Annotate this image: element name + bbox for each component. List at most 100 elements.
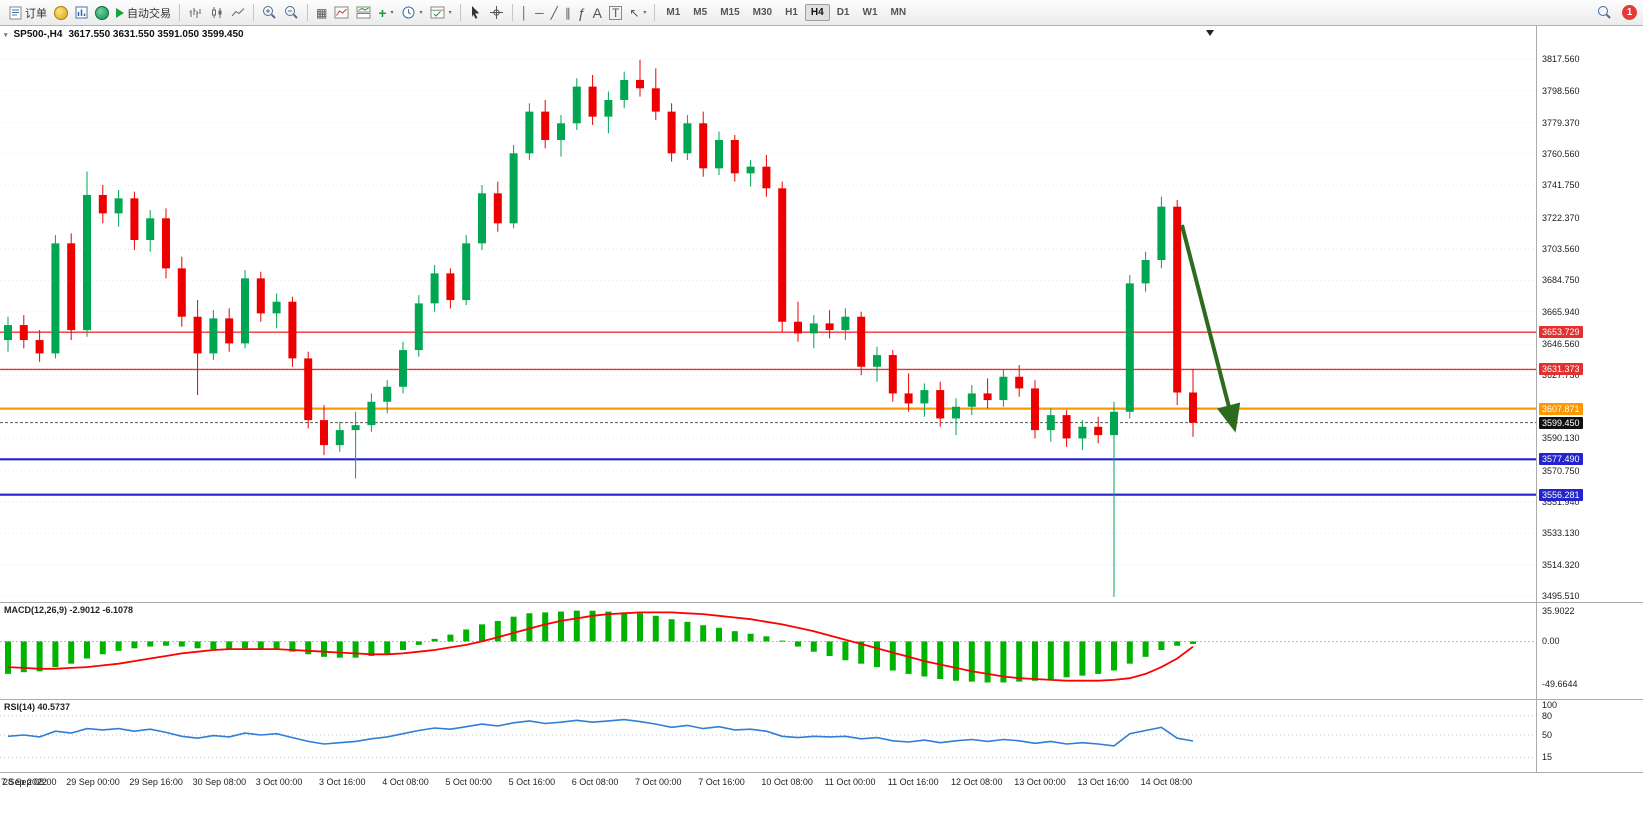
time-axis-label: 7 Oct 16:00 (698, 777, 745, 787)
search-icon (1598, 6, 1611, 19)
properties-icon (430, 6, 445, 19)
clock-icon (402, 6, 415, 19)
indicator-icon (334, 6, 349, 19)
add-indicator-dropdown[interactable]: + ▾ (375, 3, 396, 23)
time-axis-label: 29 Sep 16:00 (129, 777, 183, 787)
price-tick-label: 3646.560 (1542, 339, 1580, 350)
text-label-icon: T (608, 5, 623, 20)
zoom-out-button[interactable] (281, 3, 302, 23)
candlestick-chart-button[interactable] (207, 3, 227, 23)
timeframe-m30[interactable]: M30 (752, 7, 773, 18)
deposit-button[interactable] (51, 3, 71, 23)
chevron-down-icon: ▾ (419, 10, 423, 16)
grid-icon: ▦ (316, 5, 328, 20)
blue-bars-icon (75, 6, 88, 19)
horizontal-line-tool[interactable]: ─ (532, 3, 547, 23)
text-tool[interactable]: A (590, 3, 605, 23)
candlestick-chart[interactable] (0, 26, 1536, 602)
rsi-axis[interactable]: 100 80 50 15 (1536, 700, 1642, 772)
indicator-window-button[interactable] (353, 3, 374, 23)
fibonacci-tool[interactable]: ƒ (575, 3, 589, 23)
time-axis-label: 14 Oct 08:00 (1140, 777, 1193, 787)
price-line-label: 3577.490 (1539, 453, 1583, 466)
time-axis-label: 7 Sep 2022 (1, 777, 48, 787)
price-line-label: 3653.729 (1539, 326, 1583, 339)
macd-tick-label: 0.00 (1542, 636, 1560, 647)
scroll-anchor-marker[interactable] (1206, 30, 1214, 36)
community-button[interactable] (92, 3, 112, 23)
cursor-tool-button[interactable] (466, 3, 485, 23)
line-chart-icon (231, 8, 245, 17)
plus-icon: + (378, 4, 387, 21)
trendline-tool[interactable]: ╱ (548, 3, 561, 23)
time-axis-label: 12 Oct 08:00 (951, 777, 1003, 787)
zoom-out-icon (285, 6, 298, 19)
vertical-line-icon: │ (520, 5, 529, 20)
macd-plot[interactable]: MACD(12,26,9) -2.9012 -6.1078 (0, 603, 1536, 699)
new-order-button[interactable]: 订单 (6, 3, 50, 23)
green-globe-icon (95, 5, 109, 20)
timeframe-m5[interactable]: M5 (693, 7, 708, 18)
line-chart-button[interactable] (228, 3, 248, 23)
autotrading-label: 自动交易 (127, 7, 171, 20)
notification-badge[interactable]: 1 (1622, 5, 1637, 20)
price-axis[interactable]: 3817.560 3798.560 3779.370 3760.560 3741.750… (1536, 26, 1642, 602)
grid-toggle-button[interactable]: ▦ (313, 3, 330, 23)
channel-tool[interactable]: ∥ (562, 3, 574, 23)
time-axis-label: 5 Oct 00:00 (445, 777, 492, 787)
time-axis-label: 3 Oct 16:00 (319, 777, 366, 787)
timeframe-mn[interactable]: MN (890, 7, 907, 18)
zoom-in-button[interactable] (259, 3, 280, 23)
time-axis-label: 6 Oct 08:00 (571, 777, 619, 787)
chart-title: ▾ SP500-,H4 3617.550 3631.550 3591.050 3… (4, 29, 244, 40)
price-tick-label: 3703.560 (1542, 244, 1580, 255)
rsi-line-chart[interactable] (0, 700, 1536, 772)
toolbar-separator (511, 4, 513, 21)
indicator-window-icon (356, 6, 371, 19)
order-button-label: 订单 (25, 7, 47, 20)
timeframe-h1[interactable]: H1 (785, 7, 798, 18)
toolbar-separator (654, 4, 656, 21)
timeframe-h4[interactable]: H4 (804, 4, 830, 21)
main-chart-row: ▾ SP500-,H4 3617.550 3631.550 3591.050 3… (0, 26, 1643, 603)
search-button[interactable] (1594, 3, 1615, 23)
macd-axis[interactable]: 35.9022 0.00 -49.6644 (1536, 603, 1642, 699)
arrows-tool-dropdown[interactable]: ↖ ▾ (626, 3, 649, 23)
text-label-tool[interactable]: T (606, 3, 625, 23)
trendline-icon: ╱ (550, 5, 558, 20)
timeframe-w1[interactable]: W1 (862, 7, 878, 18)
chart-properties-dropdown[interactable]: ▾ (427, 3, 455, 23)
period-dropdown[interactable]: ▾ (398, 3, 426, 23)
price-tick-label: 3760.560 (1542, 149, 1580, 160)
crosshair-tool-button[interactable] (486, 3, 507, 23)
main-chart-plot[interactable]: ▾ SP500-,H4 3617.550 3631.550 3591.050 3… (0, 26, 1536, 602)
zoom-in-icon (263, 6, 276, 19)
chevron-down-icon: ▾ (448, 10, 452, 16)
price-line-label: 3607.871 (1539, 402, 1583, 415)
price-tick-label: 3570.750 (1542, 465, 1580, 476)
timeframe-m15[interactable]: M15 (720, 7, 740, 18)
price-tick-label: 3741.750 (1542, 180, 1580, 191)
rsi-label: RSI(14) 40.5737 (4, 702, 71, 712)
macd-histogram[interactable] (0, 603, 1536, 699)
vertical-line-tool[interactable]: │ (518, 3, 532, 23)
rsi-plot[interactable]: RSI(14) 40.5737 (0, 700, 1536, 772)
bar-chart-button[interactable] (185, 3, 206, 23)
price-tick-label: 3665.940 (1542, 306, 1580, 317)
price-tick-label: 3514.320 (1542, 559, 1580, 570)
macd-row: MACD(12,26,9) -2.9012 -6.1078 35.9022 0.0… (0, 603, 1643, 700)
timeframe-d1[interactable]: D1 (836, 7, 850, 18)
time-axis-label: 13 Oct 00:00 (1014, 777, 1066, 787)
time-axis[interactable]: 7 Sep 2022 28 Sep 08:00 29 Sep 00:00 29 Sep… (0, 773, 1643, 793)
timeframe-m1[interactable]: M1 (666, 7, 681, 18)
autotrading-button[interactable]: 自动交易 (113, 3, 174, 23)
time-axis-label: 11 Oct 16:00 (887, 777, 939, 787)
market-watch-button[interactable] (72, 3, 91, 23)
fibonacci-icon: ƒ (577, 4, 586, 21)
chevron-down-icon: ▾ (390, 10, 394, 16)
price-tick-label: 3590.130 (1542, 433, 1580, 444)
price-line-label: 3556.281 (1539, 488, 1583, 501)
indicators-button[interactable] (331, 3, 352, 23)
toolbar-separator (459, 4, 461, 21)
